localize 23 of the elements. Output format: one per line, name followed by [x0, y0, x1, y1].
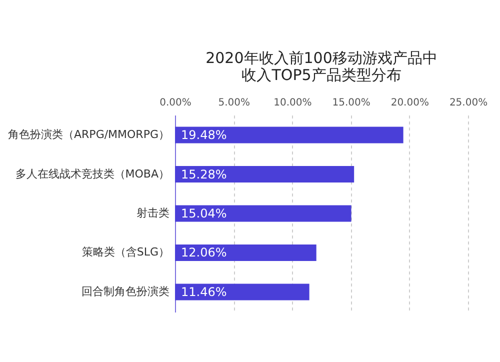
bar — [175, 284, 310, 300]
data-label: 19.48% — [181, 128, 227, 142]
data-label: 15.28% — [181, 167, 227, 182]
data-label: 12.06% — [181, 246, 227, 260]
y-tick-label: 策略类（含SLG） — [82, 246, 170, 259]
text: 2020年收入前100移动游戏产品中 — [206, 49, 438, 67]
text: 收入TOP5产品类型分布 — [242, 66, 402, 84]
data-label: 11.46% — [181, 284, 227, 299]
x-tick-label: 20.00% — [390, 98, 429, 108]
bar — [175, 166, 354, 182]
x-tick-label: 5.00% — [218, 98, 250, 108]
data-label: 15.04% — [181, 206, 227, 220]
y-tick-label: 射击类 — [136, 206, 170, 220]
y-tick-label: 角色扮演类（ARPG/MMORPG） — [8, 128, 170, 142]
bar — [175, 205, 352, 222]
x-tick-label: 15.00% — [332, 98, 370, 108]
y-tick-label: 多人在线战术竞技类（MOBA） — [15, 167, 170, 180]
x-tick-label: 10.00% — [274, 98, 312, 108]
bar — [175, 126, 404, 144]
x-tick-label: 25.00% — [449, 98, 488, 108]
y-tick-label: 回合制角色扮演类 — [82, 284, 170, 298]
x-tick-label: 0.00% — [160, 98, 192, 108]
bar — [175, 244, 316, 261]
